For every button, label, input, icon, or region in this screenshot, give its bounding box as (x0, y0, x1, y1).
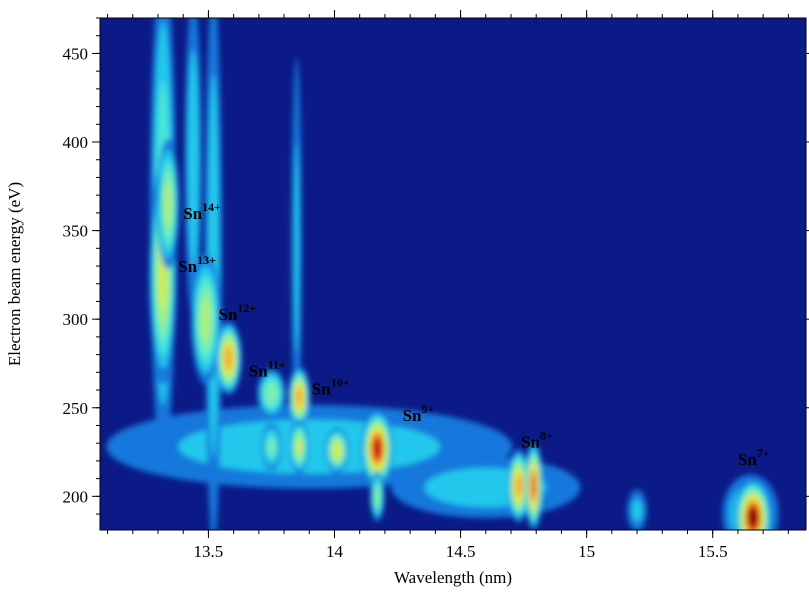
ion-charge: 10+ (331, 375, 350, 389)
y-tick-label: 450 (63, 44, 89, 63)
y-tick-label: 300 (63, 310, 89, 329)
heat-spot (187, 50, 199, 269)
ion-charge: 12+ (237, 301, 256, 315)
x-tick-label: 15 (578, 542, 595, 561)
ion-symbol: Sn (183, 204, 202, 223)
heat-spot (296, 387, 303, 406)
heat-spot (515, 474, 522, 497)
x-tick-label: 14.5 (446, 542, 476, 561)
heat-spot (374, 485, 380, 508)
heat-spot (265, 382, 278, 405)
heat-spot (632, 499, 643, 522)
x-tick-label: 14 (326, 542, 344, 561)
y-tick-label: 350 (63, 222, 89, 241)
heat-spot (297, 440, 302, 454)
y-tick-label: 250 (63, 399, 89, 418)
x-axis-label: Wavelength (nm) (394, 568, 512, 587)
ion-charge: 14+ (202, 200, 221, 214)
heat-spot (749, 508, 758, 527)
ion-symbol: Sn (403, 406, 422, 425)
heat-spot (294, 144, 299, 353)
ion-charge: 8+ (540, 428, 553, 442)
ion-symbol: Sn (178, 257, 197, 276)
y-tick-label: 200 (63, 487, 89, 506)
heat-spot (373, 438, 382, 460)
heat-spot (201, 296, 211, 341)
y-tick-label: 400 (63, 133, 89, 152)
heat-spot (224, 346, 232, 369)
x-tick-label: 13.5 (194, 542, 224, 561)
ion-charge: 13+ (197, 253, 216, 267)
ion-charge: 9+ (421, 402, 434, 416)
heat-spot (268, 439, 275, 455)
ion-charge: 11+ (268, 358, 286, 372)
ion-symbol: Sn (738, 450, 757, 469)
ion-symbol: Sn (521, 432, 540, 451)
heat-spot (164, 181, 172, 226)
ion-charge: 7+ (757, 446, 770, 460)
y-axis-label: Electron beam energy (eV) (5, 182, 24, 366)
heat-spot (333, 442, 342, 459)
ion-symbol: Sn (249, 362, 268, 381)
x-tick-label: 15.5 (698, 542, 728, 561)
ion-symbol: Sn (219, 305, 238, 324)
heat-spot (531, 472, 536, 499)
ion-symbol: Sn (312, 379, 331, 398)
